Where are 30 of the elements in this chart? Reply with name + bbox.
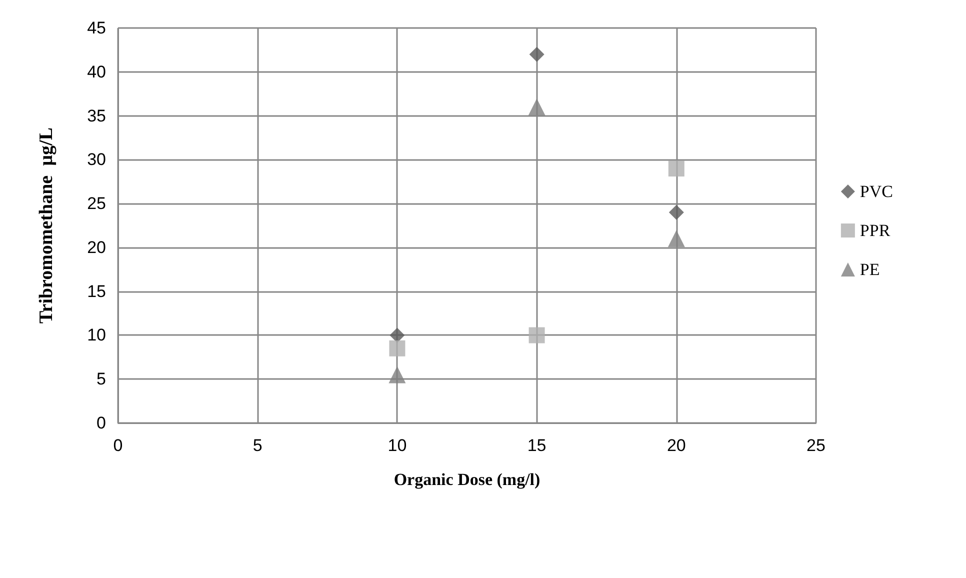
x-tick-label: 10	[388, 436, 407, 455]
x-tick-label: 20	[666, 436, 686, 455]
y-tick-label: 30	[87, 150, 106, 170]
y-tick-label: 0	[96, 414, 106, 432]
point	[668, 230, 685, 248]
legend-label: PPR	[860, 221, 891, 240]
point	[528, 327, 545, 344]
point	[668, 204, 684, 220]
x-tick-label: 15	[527, 436, 546, 455]
y-tick-label: 10	[87, 326, 106, 345]
point	[668, 160, 684, 176]
y-tick-label: 35	[87, 106, 106, 126]
y-tick-label: 15	[87, 282, 106, 301]
y-axis-title: Tribromomethane µg/L	[36, 127, 57, 324]
legend-label: PVC	[860, 182, 894, 201]
point	[390, 328, 405, 343]
point	[389, 340, 406, 356]
y-tick-label: 45	[87, 18, 106, 38]
y-tick-label: 25	[87, 194, 106, 214]
point	[388, 366, 406, 384]
x-tick-label: 0	[113, 436, 123, 455]
y-tick-label: 5	[96, 370, 106, 389]
point	[528, 98, 546, 116]
x-axis-title: Organic Dose (mg/l)	[394, 470, 540, 489]
y-tick-label: 40	[87, 62, 106, 82]
x-tick-label: 5	[252, 436, 262, 455]
point	[529, 46, 544, 62]
legend-label: PE	[860, 260, 880, 279]
x-tick-label: 25	[806, 436, 826, 455]
y-tick-label: 20	[87, 238, 106, 257]
